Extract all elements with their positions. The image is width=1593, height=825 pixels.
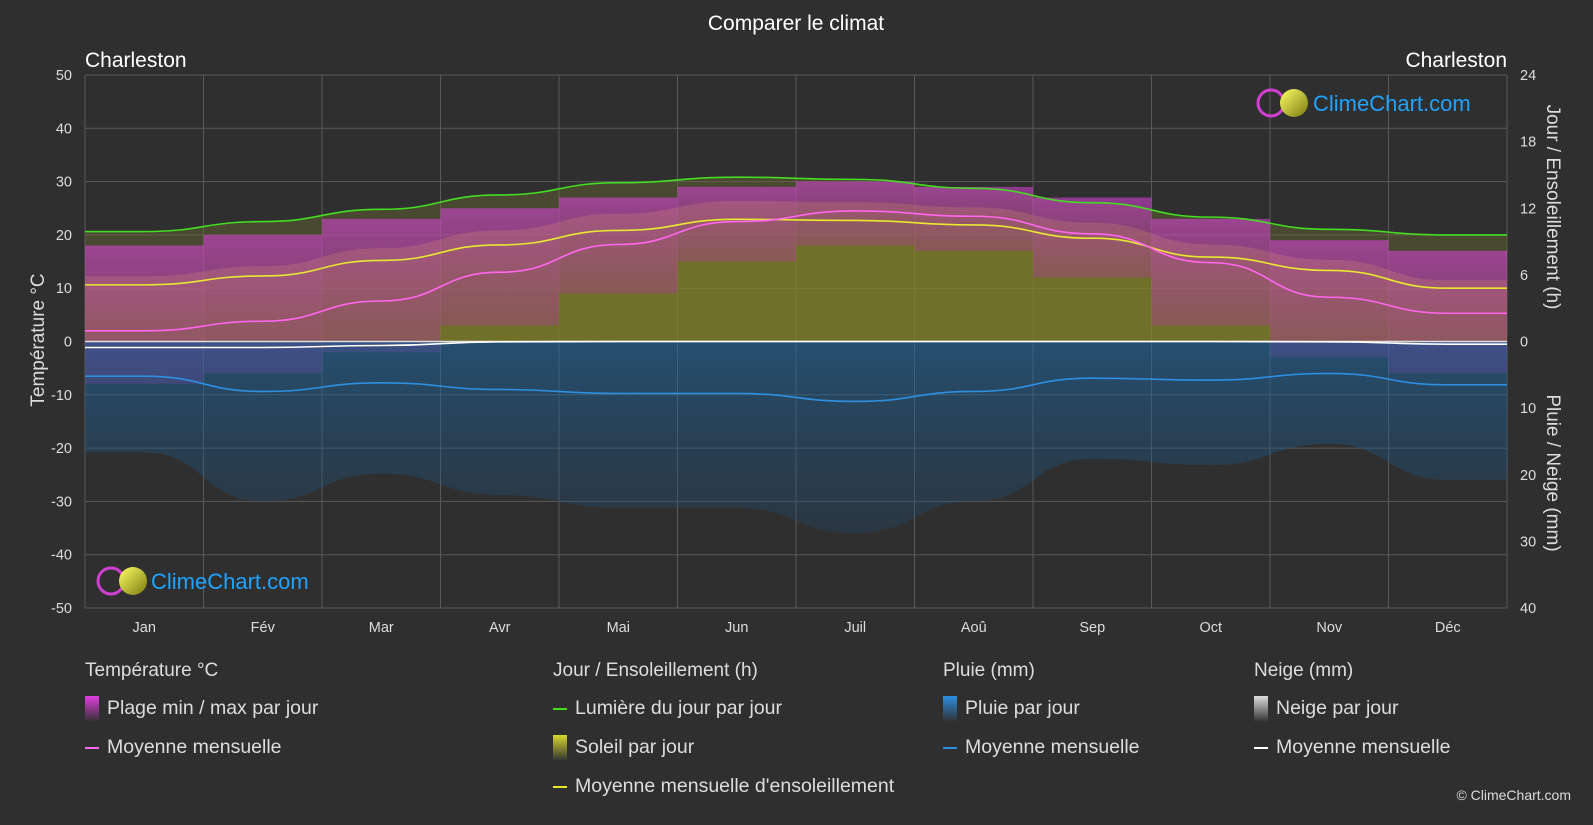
legend-line-swatch (553, 707, 567, 710)
location-right: Charleston (1405, 49, 1507, 72)
month-tick-label: Mar (369, 620, 394, 636)
legend-item-label: Neige par jour (1276, 697, 1399, 719)
temp-range-bar (677, 186, 796, 262)
temp-range-bar (1151, 218, 1270, 326)
legend-line-swatch (1254, 746, 1268, 749)
left-tick-label: -20 (51, 441, 72, 457)
logo-sun-icon (1280, 89, 1308, 117)
temp-range-bar (914, 186, 1033, 251)
temp-range-bar (1270, 240, 1389, 358)
daylight-line (85, 176, 1507, 236)
month-tick-label: Juil (844, 620, 866, 636)
legend-item: Pluie par jour (943, 695, 1140, 722)
legend-bar-swatch (943, 695, 957, 722)
month-tick-label: Avr (489, 620, 511, 636)
legend-group: Jour / Ensoleillement (h) Lumière du jour… (553, 660, 894, 813)
legend-item-label: Moyenne mensuelle (965, 736, 1140, 758)
rain-band (85, 341, 1507, 534)
month-tick-label: Nov (1316, 620, 1343, 636)
legend-item: Moyenne mensuelle d'ensoleillement (553, 774, 894, 799)
month-tick-label: Sep (1079, 620, 1105, 636)
right-tick-label-hours: 24 (1520, 68, 1536, 84)
legend-group: Neige (mm) Neige par jour Moyenne mensuell… (1254, 660, 1451, 774)
left-tick-label: 20 (56, 228, 72, 244)
month-tick-label: Jan (133, 620, 156, 636)
legend-group-heading: Température °C (85, 660, 219, 681)
legend-item: Moyenne mensuelle (1254, 735, 1451, 760)
legend-item-label: Moyenne mensuelle (1276, 736, 1451, 758)
legend-group-heading: Neige (mm) (1254, 660, 1354, 681)
month-tick-label: Mai (607, 620, 630, 636)
legend-bar-swatch (1254, 695, 1268, 722)
right-tick-label-hours: 6 (1520, 268, 1528, 284)
legend-item-label: Pluie par jour (965, 697, 1080, 719)
watermark-bottom: ClimeChart.com (151, 569, 309, 594)
month-tick-label: Fév (251, 620, 276, 636)
legend-item: Moyenne mensuelle (85, 735, 318, 760)
legend-line-swatch (85, 746, 99, 749)
month-tick-label: Déc (1435, 620, 1461, 636)
sunshine-mean-line (85, 218, 1507, 290)
left-tick-label: -40 (51, 548, 72, 564)
legend-group-heading: Jour / Ensoleillement (h) (553, 660, 758, 681)
temp-range-bar (559, 197, 678, 294)
legend-item: Soleil par jour (553, 734, 894, 761)
left-axis-label: Température °C (28, 273, 49, 406)
temp-range-bar (440, 208, 559, 326)
right-tick-label-hours: 12 (1520, 201, 1536, 217)
legend-item-label: Soleil par jour (575, 736, 695, 758)
watermark-logo-bottom: ClimeChart.com (96, 566, 309, 596)
legend-item-label: Moyenne mensuelle d'ensoleillement (575, 775, 895, 797)
right-axis-label-top: Jour / Ensoleillement (h) (1542, 105, 1563, 310)
legend-item: Neige par jour (1254, 695, 1451, 722)
month-tick-label: Aoû (961, 620, 987, 636)
legend-line-swatch (943, 746, 957, 749)
copyright: © ClimeChart.com (1456, 787, 1571, 803)
left-tick-label: -30 (51, 494, 72, 510)
right-axis-label-bottom: Pluie / Neige (mm) (1542, 394, 1563, 551)
left-tick-label: 50 (56, 68, 72, 84)
logo-sun-icon (119, 567, 147, 595)
temperature-mean-line (85, 210, 1507, 332)
legend-item: Lumière du jour par jour (553, 696, 894, 721)
left-tick-label: -50 (51, 601, 72, 617)
rain-mean-line (84, 372, 1507, 403)
climate-chart: 50 40 30 20 10 0 -10 -20 -30 -40 -50 24 18 12 6 0 10 20 30… (28, 12, 1563, 636)
left-tick-label: 40 (56, 121, 72, 137)
snow-mean-line (85, 340, 1507, 349)
watermark-logo-top: ClimeChart.com (1256, 88, 1471, 118)
legend-item: Moyenne mensuelle (943, 735, 1140, 760)
legend-item-label: Plage min / max par jour (107, 697, 319, 719)
left-tick-label: 30 (56, 175, 72, 191)
watermark-top: ClimeChart.com (1313, 91, 1471, 116)
location-left: Charleston (85, 49, 187, 72)
legend-bar-swatch (85, 695, 99, 722)
legend-item: Plage min / max par jour (85, 695, 319, 722)
right-tick-label-hours: 18 (1520, 135, 1536, 151)
legend-item-label: Moyenne mensuelle (107, 736, 282, 758)
legend-item-label: Lumière du jour par jour (575, 697, 783, 719)
legend-bar-swatch (553, 734, 567, 761)
right-tick-label-mm: 20 (1520, 468, 1536, 484)
left-tick-label: 10 (56, 281, 72, 297)
temp-range-bar (322, 218, 441, 353)
right-tick-label-mm: 30 (1520, 534, 1536, 550)
right-tick-label-mm: 10 (1520, 401, 1536, 417)
chart-title: Comparer le climat (708, 12, 884, 35)
legend-group-heading: Pluie (mm) (943, 660, 1035, 681)
left-tick-label: 0 (64, 335, 72, 351)
right-tick-label-hours: 0 (1520, 335, 1528, 351)
right-tick-label-mm: 40 (1520, 601, 1536, 617)
legend-line-swatch (553, 785, 567, 788)
legend-group: Pluie (mm) Pluie par jour Moyenne mensuell… (943, 660, 1140, 774)
legend-group: Température °C Plage min / max par jour Mo… (85, 660, 318, 774)
left-tick-label: -10 (51, 388, 72, 404)
month-tick-label: Oct (1199, 620, 1222, 636)
month-tick-label: Jun (725, 620, 748, 636)
